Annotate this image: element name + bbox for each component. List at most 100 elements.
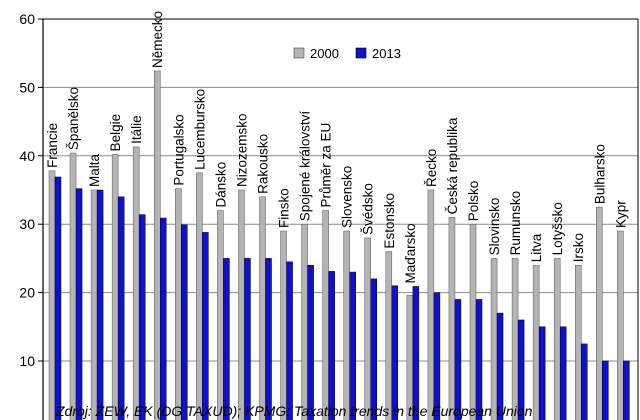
bar-2013-4 (138, 214, 146, 420)
category-label: Portugalsko (171, 114, 186, 185)
bar-2000-14 (343, 230, 350, 420)
bar-2000-12 (301, 223, 308, 420)
axes (42, 18, 639, 420)
bar-2013-7 (202, 232, 209, 420)
bar-2000-4 (132, 146, 140, 420)
bar-2000-15 (364, 237, 371, 420)
category-label: Maďarsko (403, 223, 418, 283)
bar-2013-19 (454, 299, 462, 420)
bar-2013-11 (286, 261, 293, 420)
category-label: Bulharsko (592, 144, 607, 204)
y-tick-label: 10 (19, 353, 35, 369)
bar-2013-13 (328, 271, 335, 420)
bar-2013-17 (412, 286, 420, 420)
category-label: Kypr (613, 200, 628, 228)
category-label: Španělsko (66, 87, 81, 150)
category-label: Průměr za EU (319, 123, 334, 208)
y-tick-label: 20 (19, 285, 35, 301)
category-label: Rumunsko (508, 191, 523, 256)
bar-2013-3 (117, 196, 125, 420)
bar-2013-2 (96, 189, 104, 420)
category-label: Lotyšsko (550, 202, 565, 255)
bar-2013-6 (181, 224, 188, 420)
bar-2000-27 (617, 230, 624, 420)
legend-label-2000: 2000 (310, 46, 339, 61)
bar-2000-19 (448, 217, 456, 420)
category-label: Německo (150, 11, 165, 68)
bar-2000-16 (385, 251, 393, 420)
bar-2000-23 (532, 264, 540, 420)
bar-2000-24 (553, 258, 561, 420)
bar-2000-21 (490, 258, 498, 420)
legend-swatch-2000 (293, 47, 305, 59)
category-label: Francie (45, 123, 60, 168)
category-label: Slovinsko (487, 198, 502, 256)
category-label: Malta (87, 153, 102, 187)
legend: 2000 2013 (293, 46, 401, 61)
bar-2013-9 (244, 258, 251, 420)
y-axis-ticks: 10 20 30 40 50 60 (19, 11, 43, 369)
category-label: Litva (529, 233, 544, 262)
category-label: Polsko (466, 181, 481, 222)
category-label: Itálie (129, 115, 144, 144)
bar-2013-20 (475, 299, 483, 420)
bars (48, 70, 630, 420)
bar-2000-3 (111, 154, 119, 420)
bar-2013-18 (433, 292, 441, 420)
category-labels: Francie Španělsko Malta Belgie Itálie Německo… (45, 11, 628, 283)
category-label: Spojené království (298, 111, 313, 222)
bar-2013-26 (602, 360, 609, 420)
bar-2013-8 (223, 258, 230, 420)
bar-2000-18 (427, 189, 435, 420)
category-label: Řecko (424, 149, 439, 187)
bar-2013-21 (496, 312, 504, 420)
category-label: Česká republika (445, 117, 460, 214)
category-label: Irsko (571, 233, 586, 262)
bar-2000-1 (69, 152, 77, 420)
category-label: Dánsko (213, 162, 228, 208)
bar-2000-8 (217, 210, 224, 420)
y-tick-label: 50 (19, 79, 35, 95)
bar-2013-1 (75, 188, 83, 420)
bar-2000-7 (196, 172, 203, 420)
bar-2013-10 (265, 258, 272, 420)
category-label: Finsko (277, 188, 292, 228)
bar-2000-10 (259, 196, 266, 420)
bar-2013-16 (391, 285, 399, 420)
legend-swatch-2013 (355, 47, 367, 59)
bar-2000-9 (238, 189, 245, 420)
bar-2000-13 (322, 210, 329, 420)
bar-2000-25 (575, 264, 582, 420)
category-label: Rakousko (256, 134, 271, 194)
bar-2013-12 (307, 264, 314, 420)
bar-2000-2 (90, 189, 98, 420)
y-tick-label: 40 (19, 148, 35, 164)
category-label: Belgie (108, 114, 123, 152)
y-tick-label: 30 (19, 216, 35, 232)
bar-2013-24 (559, 326, 567, 420)
bar-2000-22 (511, 258, 519, 420)
y-tick-label: 60 (19, 11, 35, 27)
source-note: Zdroj: ZEW, EK (DG TAXUD); KPMG: Taxatio… (55, 403, 533, 419)
category-label: Lucembursko (192, 89, 207, 170)
bar-2000-5 (154, 70, 161, 420)
bar-2013-15 (370, 278, 377, 420)
bar-2013-25 (581, 343, 588, 420)
category-label: Nizozemsko (234, 113, 249, 187)
bar-2013-27 (623, 360, 630, 420)
bar-2000-17 (406, 295, 414, 420)
category-label: Estonsko (382, 193, 397, 249)
bar-2013-14 (349, 271, 356, 420)
legend-label-2013: 2013 (372, 46, 401, 61)
bar-2000-20 (469, 223, 477, 420)
bar-2013-23 (538, 326, 546, 420)
bar-2013-5 (160, 217, 167, 420)
bar-2000-6 (175, 188, 182, 420)
bar-2000-11 (280, 230, 287, 420)
bar-2000-0 (48, 170, 56, 420)
bar-2013-22 (517, 319, 525, 420)
category-label: Slovensko (340, 166, 355, 228)
bar-2000-26 (596, 206, 603, 420)
category-label: Švédsko (361, 183, 376, 235)
